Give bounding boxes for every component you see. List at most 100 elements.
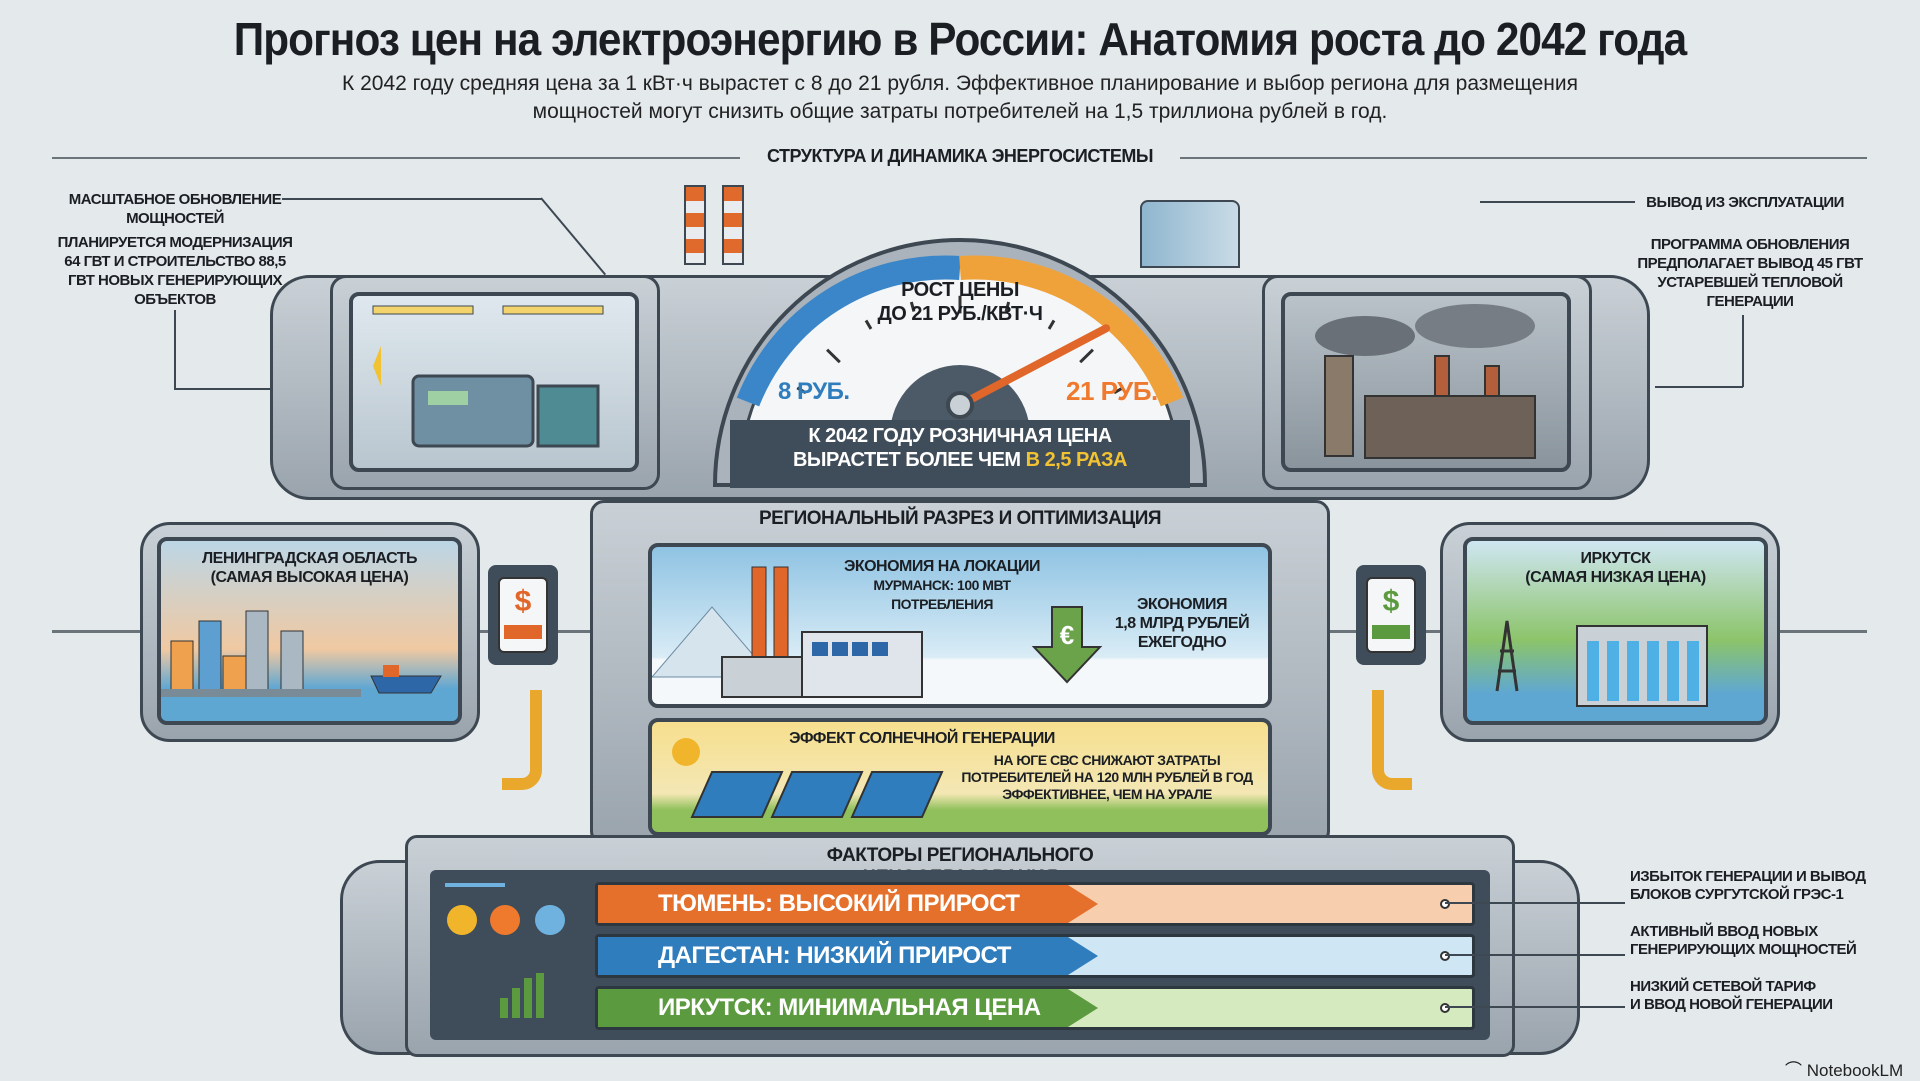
dollar-tag-icon: $ xyxy=(1366,577,1416,653)
gauge-tick xyxy=(1113,386,1124,395)
solar-title: Эффект солнечной генерации xyxy=(789,730,1055,747)
gauge-caption-line1: К 2042 году розничная цена xyxy=(808,425,1112,447)
leader-line xyxy=(1585,902,1625,904)
connector-dot xyxy=(1440,899,1450,909)
page-title: Прогноз цен на электроэнергию в России: … xyxy=(233,13,1687,65)
location-savings-title: Экономия на локации xyxy=(843,558,1041,575)
murmansk-plant-icon: € xyxy=(652,566,1103,698)
solar-text-line3: эффективнее, чем на Урале xyxy=(1002,786,1212,802)
factor-illustration xyxy=(1098,989,1472,1027)
generator-icon xyxy=(372,305,604,448)
hydro-dam-icon xyxy=(1495,620,1708,707)
leader-line xyxy=(1742,315,1744,387)
solar-panels-icon xyxy=(672,738,944,818)
factor-row-label: Тюмень: высокий прирост xyxy=(598,885,1098,923)
gauge-tick xyxy=(864,319,873,330)
savings-line3: ежегодно xyxy=(1137,634,1227,651)
connector-dot xyxy=(1440,1003,1450,1013)
leader-line xyxy=(1480,201,1635,203)
gauge-caption-line2: вырастет более чем xyxy=(792,449,1021,471)
price-tag-frame: $ xyxy=(1356,565,1426,665)
irkutsk-chamber: Иркутск (самая низкая цена) xyxy=(1440,522,1780,742)
factor-note-line1: Избыток генерации и вывод xyxy=(1630,868,1866,885)
leningrad-chamber: Ленинградская область (самая высокая цен… xyxy=(140,522,480,742)
factor-row: Тюмень: высокий прирост xyxy=(595,882,1475,926)
savings-line1: Экономия xyxy=(1137,596,1227,613)
leningrad-window: Ленинградская область (самая высокая цен… xyxy=(157,537,462,725)
leader-line xyxy=(174,388,270,390)
factor-illustration xyxy=(1098,885,1472,923)
gauge-title-line2: до 21 руб./кВт·ч xyxy=(877,303,1044,325)
gauge-title: Рост цены до 21 руб./кВт·ч xyxy=(860,278,1060,326)
leader-line xyxy=(1655,386,1743,388)
gauge-min-label: 8 руб. xyxy=(778,378,850,405)
leader-line xyxy=(540,197,607,276)
svg-text:€: € xyxy=(1060,620,1074,650)
left-note-text: Планируется модернизация 64 ГВт и строит… xyxy=(57,234,293,308)
pipe xyxy=(502,690,542,790)
irkutsk-subtitle: (самая низкая цена) xyxy=(1525,569,1706,586)
factor-note: Избыток генерации и вывод блоков Сургутс… xyxy=(1630,868,1866,904)
location-savings-panel: € Экономия на локации Мурманск: 100 МВт … xyxy=(648,543,1272,708)
gauge-tick xyxy=(826,348,841,364)
price-gauge xyxy=(712,238,1208,488)
dashboard-charts-icon xyxy=(445,883,565,1018)
gauge-tick xyxy=(1047,319,1056,330)
leader-line xyxy=(1585,954,1625,956)
factor-note: Низкий сетевой тариф и ввод новой генера… xyxy=(1630,978,1833,1014)
leader-line xyxy=(174,310,176,390)
gauge-max-label: 21 руб. xyxy=(1066,376,1158,406)
factor-note-line2: блоков Сургутской ГРЭС-1 xyxy=(1630,886,1844,903)
gauge-blue-arc xyxy=(736,255,961,407)
modernization-window xyxy=(349,292,639,472)
location-savings-subtitle: Мурманск: 100 МВт потребления xyxy=(873,577,1011,612)
city-port-icon xyxy=(161,610,442,697)
leader-line xyxy=(1445,902,1585,904)
notebooklm-logo-icon: ⌒ xyxy=(1785,1061,1807,1080)
gauge-orange-arc xyxy=(959,255,1184,407)
leader-line xyxy=(1585,1006,1625,1008)
leader-line xyxy=(1445,954,1585,956)
subtitle-line-1: К 2042 году средняя цена за 1 кВт·ч выра… xyxy=(342,72,1578,95)
irkutsk-title: Иркутск xyxy=(1580,550,1651,567)
factor-note: Активный ввод новых генерирующих мощност… xyxy=(1630,923,1857,959)
storage-tanks-icon xyxy=(1140,200,1240,268)
connector-dot xyxy=(1440,951,1450,961)
factor-note-line1: Низкий сетевой тариф xyxy=(1630,978,1816,995)
leningrad-title: Ленинградская область xyxy=(201,550,418,567)
factor-row: Дагестан: низкий прирост xyxy=(595,934,1475,978)
gauge-tick xyxy=(1079,348,1094,364)
gauge-title-line1: Рост цены xyxy=(901,279,1019,301)
solar-text-line2: потребителей на 120 млн рублей в год xyxy=(961,769,1253,785)
right-note-text: Программа обновления предполагает вывод … xyxy=(1637,236,1863,310)
gauge-needle xyxy=(956,324,1111,409)
savings-line2: 1,8 млрд рублей xyxy=(1114,615,1250,632)
factor-illustration xyxy=(1098,937,1472,975)
gauge-caption: К 2042 году розничная цена вырастет боле… xyxy=(740,424,1180,472)
decommission-window xyxy=(1281,292,1571,472)
factor-row-label: Дагестан: низкий прирост xyxy=(598,937,1098,975)
left-note-title: Масштабное обновление мощностей xyxy=(68,191,282,227)
factor-row-label: Иркутск: минимальная цена xyxy=(598,989,1098,1027)
factor-row: Иркутск: минимальная цена xyxy=(595,986,1475,1030)
irkutsk-window: Иркутск (самая низкая цена) xyxy=(1463,537,1768,725)
section-title-regional: Региональный разрез и оптимизация xyxy=(758,508,1162,529)
factor-note-line1: Активный ввод новых xyxy=(1630,923,1818,940)
decommission-chamber xyxy=(1262,275,1592,490)
gauge-tick xyxy=(796,386,807,395)
price-tag-frame: $ xyxy=(488,565,558,665)
factor-note-line2: и ввод новой генерации xyxy=(1630,996,1833,1013)
gauge-pivot xyxy=(946,391,974,419)
modernization-chamber xyxy=(330,275,660,490)
brand-label: NotebookLM xyxy=(1806,1061,1904,1080)
euro-down-arrow-icon xyxy=(1031,606,1103,684)
leningrad-subtitle: (самая высокая цена) xyxy=(210,569,409,586)
gauge-tick xyxy=(909,301,916,312)
dollar-tag-icon: $ xyxy=(498,577,548,653)
leader-line xyxy=(282,198,542,200)
leader-line xyxy=(1445,1006,1585,1008)
chimney-icon xyxy=(722,185,744,265)
factor-note-line2: генерирующих мощностей xyxy=(1630,941,1857,958)
subtitle-line-2: мощностей могут снизить общие затраты по… xyxy=(532,100,1388,123)
chimney-icon xyxy=(684,185,706,265)
